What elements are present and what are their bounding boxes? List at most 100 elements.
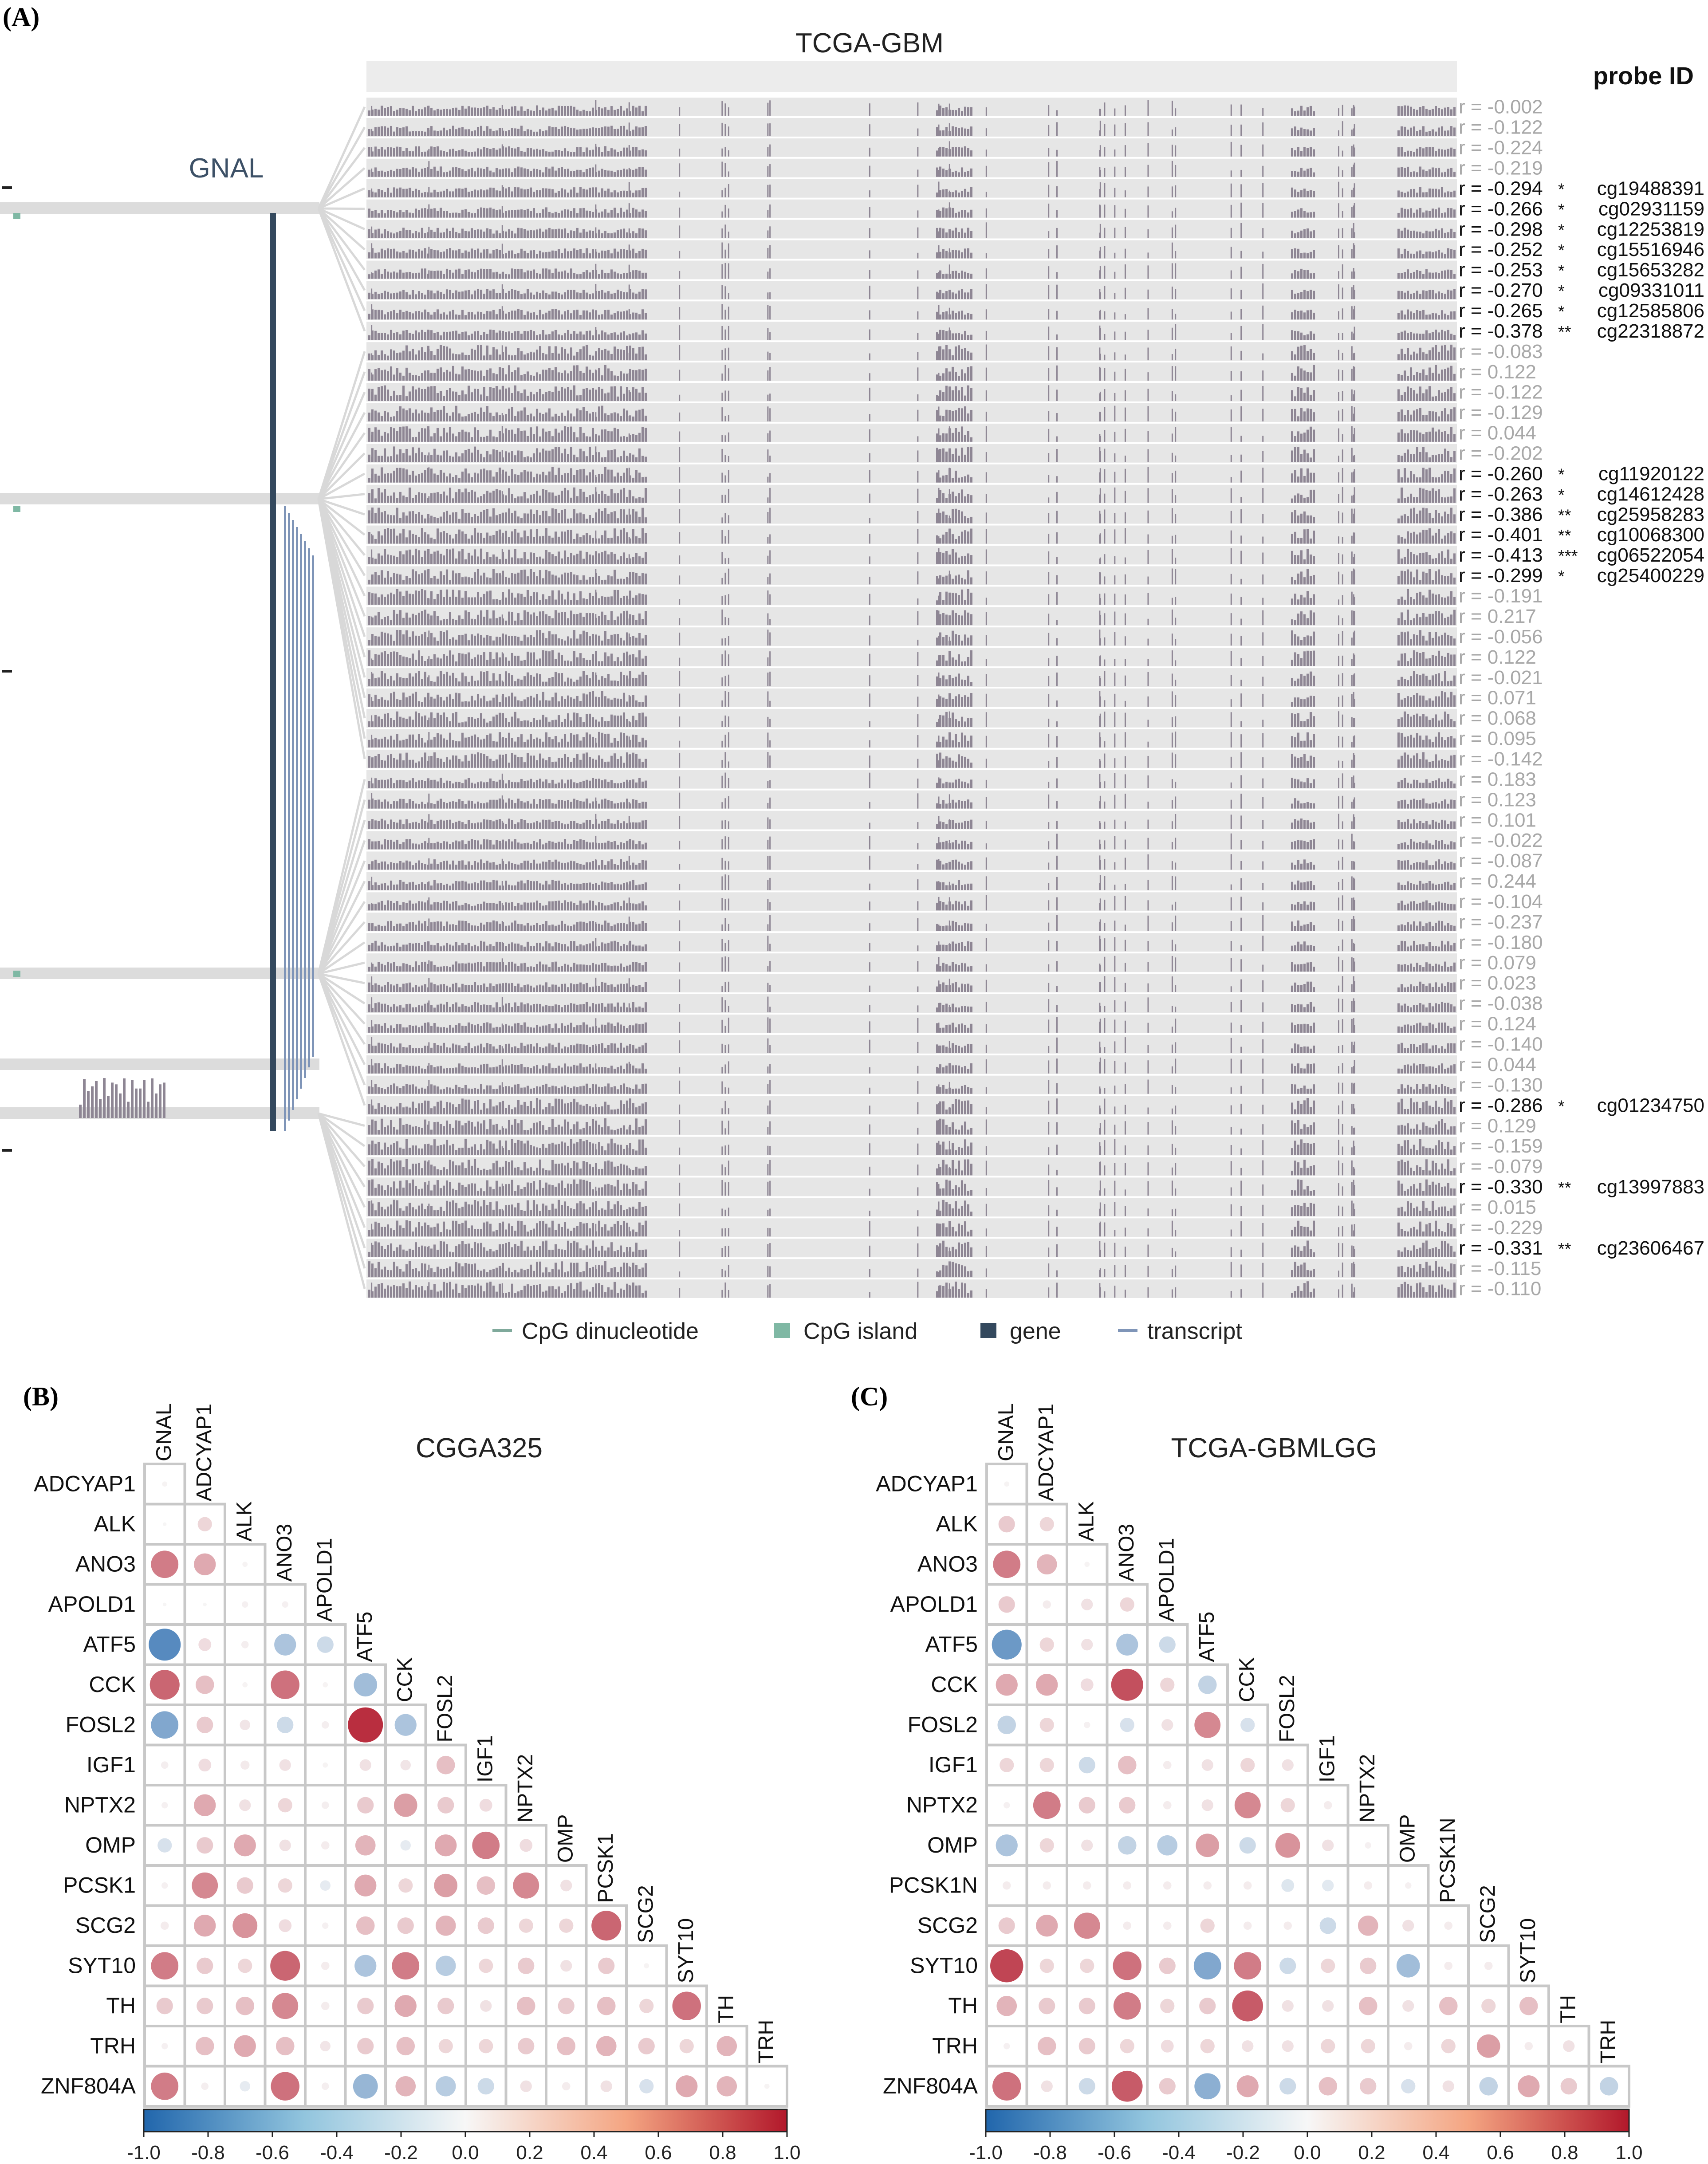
methylation-bar: [384, 597, 386, 605]
methylation-bar: [458, 150, 460, 157]
methylation-bar: [415, 535, 417, 544]
methylation-bar: [1447, 269, 1449, 279]
methylation-bar: [1099, 325, 1101, 340]
methylation-bar: [576, 309, 579, 320]
methylation-track: [366, 98, 1457, 116]
methylation-bar: [536, 510, 538, 523]
methylation-bar: [437, 270, 439, 279]
methylation-bar: [576, 600, 579, 605]
methylation-bar: [1432, 455, 1434, 462]
methylation-bar: [964, 496, 966, 503]
methylation-bar: [458, 188, 460, 197]
methylation-bar: [409, 549, 411, 564]
methylation-bar: [1124, 574, 1126, 585]
methylation-bar: [533, 572, 535, 585]
methylation-bar: [428, 130, 430, 136]
methylation-bar: [1401, 558, 1403, 564]
methylation-bar: [446, 450, 448, 462]
methylation-bar: [1310, 147, 1312, 157]
methylation-bar: [635, 293, 638, 299]
methylation-bar: [948, 598, 950, 605]
methylation-bar: [517, 331, 519, 340]
methylation-bar: [368, 454, 370, 462]
methylation-bar: [371, 489, 374, 503]
methylation-bar: [1147, 186, 1149, 197]
methylation-bar: [440, 620, 442, 626]
methylation-bar: [955, 508, 957, 523]
methylation-bar: [1450, 614, 1452, 626]
methylation-density-bar: [147, 1102, 150, 1118]
methylation-bar: [641, 477, 644, 483]
methylation-bar: [589, 111, 591, 116]
methylation-bar: [1313, 312, 1315, 320]
methylation-bar: [384, 700, 386, 707]
methylation-bar: [1171, 409, 1173, 421]
methylation-bar: [1114, 405, 1116, 421]
methylation-bar: [604, 494, 606, 503]
methylation-bar: [573, 248, 575, 259]
methylation-bar: [1175, 514, 1177, 523]
methylation-bar: [545, 130, 547, 136]
methylation-bar: [1453, 675, 1456, 687]
methylation-bar: [1453, 190, 1456, 197]
methylation-bar: [728, 456, 729, 462]
methylation-bar: [384, 250, 386, 259]
methylation-bar: [638, 190, 641, 197]
methylation-bar: [1048, 551, 1050, 564]
methylation-bar: [610, 386, 613, 401]
methylation-bar: [582, 272, 585, 279]
methylation-bar: [1438, 390, 1440, 401]
methylation-bar: [433, 412, 436, 421]
methylation-bar: [629, 696, 631, 707]
methylation-bar: [399, 231, 401, 238]
methylation-bar: [384, 291, 386, 299]
methylation-bar: [437, 131, 439, 136]
methylation-bar: [402, 189, 405, 197]
methylation-bar: [1351, 535, 1353, 544]
methylation-bar: [964, 530, 966, 544]
methylation-bar: [421, 330, 423, 340]
methylation-bar: [551, 353, 554, 361]
methylation-bar: [374, 369, 377, 381]
methylation-bar: [1354, 271, 1355, 279]
methylation-bar: [483, 355, 485, 361]
methylation-bar: [638, 538, 641, 544]
methylation-bar: [1175, 127, 1177, 136]
methylation-bar: [629, 150, 631, 157]
methylation-bar: [595, 530, 597, 544]
methylation-bar: [486, 228, 488, 238]
methylation-bar: [961, 289, 963, 299]
methylation-bar: [536, 349, 538, 361]
methylation-bar: [589, 128, 591, 136]
methylation-bar: [384, 126, 386, 136]
methylation-bar: [1104, 368, 1106, 381]
methylation-bar: [645, 150, 647, 157]
methylation-bar: [592, 428, 594, 442]
methylation-bar: [514, 168, 516, 177]
methylation-bar: [617, 559, 619, 564]
methylation-bar: [1441, 393, 1443, 401]
methylation-bar: [564, 370, 566, 381]
methylation-bar: [483, 293, 485, 299]
methylation-bar: [1147, 289, 1149, 299]
methylation-bar: [505, 188, 507, 197]
methylation-bar: [1099, 250, 1101, 259]
methylation-bar: [967, 129, 969, 136]
methylation-bar: [936, 273, 938, 279]
connector-line: [317, 392, 366, 500]
methylation-bar: [477, 126, 479, 136]
methylation-bar: [1262, 488, 1264, 503]
methylation-bar: [1240, 535, 1242, 544]
methylation-bar: [430, 615, 433, 626]
methylation-bar: [586, 129, 588, 136]
methylation-bar: [948, 555, 950, 564]
methylation-bar: [620, 476, 622, 483]
methylation-bar: [635, 389, 638, 401]
methylation-bar: [1419, 695, 1421, 707]
methylation-bar: [570, 497, 572, 503]
methylation-bar: [449, 269, 451, 279]
methylation-bar: [607, 575, 610, 585]
methylation-bar: [1294, 531, 1296, 544]
methylation-bar: [440, 130, 442, 136]
methylation-bar: [936, 660, 938, 666]
